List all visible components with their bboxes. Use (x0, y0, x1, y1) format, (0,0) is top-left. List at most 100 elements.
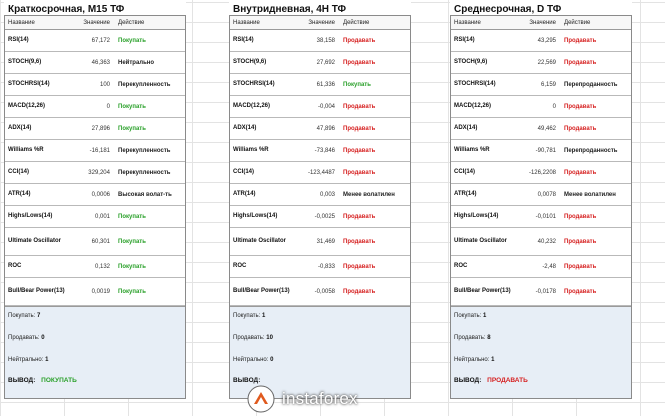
header-name: Название (454, 19, 481, 26)
indicator-name: ADX(14) (233, 125, 257, 131)
indicator-action: Продавать (564, 263, 597, 270)
summary-buy-label: Покупать: (8, 313, 36, 319)
indicator-value: -0,833 (317, 263, 335, 270)
table-header: Название Значение Действие (5, 16, 185, 30)
header-value: Значение (308, 19, 335, 26)
indicator-value: 47,896 (316, 125, 335, 132)
panel-title: Внутридневная, 4H ТФ (233, 4, 347, 15)
indicator-value: 38,158 (316, 37, 335, 44)
indicator-action: Продавать (564, 103, 597, 110)
table-header: Название Значение Действие (451, 16, 631, 30)
indicator-value: -0,0058 (314, 288, 335, 295)
indicator-name: STOCH(9,6) (454, 59, 488, 65)
summary-sell-count: 10 (266, 335, 273, 341)
indicator-value: -126,2208 (528, 169, 556, 176)
table-row: Ultimate Oscillator 60,301 Покупать (5, 228, 185, 256)
indicator-name: Ultimate Oscillator (454, 238, 508, 244)
indicator-value: -0,0101 (535, 213, 556, 220)
indicator-action: Продавать (343, 59, 376, 66)
summary-sell-label: Продавать: (454, 335, 486, 341)
indicator-name: STOCHRSI(14) (454, 81, 496, 87)
indicator-value: 31,469 (316, 238, 335, 245)
indicator-value: 40,232 (537, 238, 556, 245)
indicator-value: 0,0006 (91, 191, 110, 198)
summary-neutral-label: Нейтрально: (8, 357, 44, 363)
indicator-value: -0,0178 (535, 288, 556, 295)
indicator-value: 49,462 (537, 125, 556, 132)
indicator-table: Название Значение Действие RSI(14) 43,29… (450, 15, 632, 399)
table-header: Название Значение Действие (230, 16, 410, 30)
indicator-action: Продавать (564, 59, 597, 66)
table-row: Highs/Lows(14) 0,001 Покупать (5, 206, 185, 228)
summary-buy-count: 1 (483, 313, 487, 319)
indicator-action: Перекупленность (118, 169, 171, 176)
indicator-name: ATR(14) (454, 191, 477, 197)
table-row: Williams %R -16,181 Перекупленность (5, 140, 185, 162)
indicator-value: 0,001 (94, 213, 110, 220)
table-row: Highs/Lows(14) -0,0101 Продавать (451, 206, 631, 228)
summary-neutral-count: 1 (45, 357, 49, 363)
indicator-value: 0 (552, 103, 556, 110)
indicator-value: 27,692 (316, 59, 335, 66)
instaforex-logo-icon (246, 384, 276, 414)
table-row: STOCHRSI(14) 61,336 Покупать (230, 74, 410, 96)
table-row: ROC -0,833 Продавать (230, 256, 410, 278)
header-name: Название (233, 19, 260, 26)
indicator-action: Продавать (564, 213, 597, 220)
instaforex-watermark: instaforex (246, 382, 396, 416)
table-row: Bull/Bear Power(13) 0,0019 Покупать (5, 278, 185, 306)
indicator-value: -0,0025 (314, 213, 335, 220)
summary-buy: Покупать: 7 (8, 313, 40, 319)
indicator-name: ATR(14) (8, 191, 31, 197)
indicator-value: 0,132 (94, 263, 110, 270)
verdict-label: ВЫВОД: (8, 377, 36, 384)
table-row: STOCH(9,6) 46,363 Нейтрально (5, 52, 185, 74)
indicator-name: ROC (233, 263, 247, 269)
table-row: STOCH(9,6) 22,569 Продавать (451, 52, 631, 74)
header-name: Название (8, 19, 35, 26)
summary-neutral: Нейтрально: 1 (8, 357, 48, 363)
table-row: Highs/Lows(14) -0,0025 Продавать (230, 206, 410, 228)
indicator-action: Покупать (118, 37, 146, 44)
table-row: ATR(14) 0,003 Менее волатилен (230, 184, 410, 206)
indicator-name: RSI(14) (8, 37, 29, 43)
indicator-name: STOCH(9,6) (8, 59, 42, 65)
table-row: STOCH(9,6) 27,692 Продавать (230, 52, 410, 74)
indicator-action: Покупать (118, 103, 146, 110)
indicator-name: RSI(14) (233, 37, 254, 43)
panel-mid-term: Среднесрочная, D ТФ Название Значение Де… (450, 0, 632, 399)
table-row: ADX(14) 47,896 Продавать (230, 118, 410, 140)
indicator-name: MACD(12,26) (454, 103, 492, 109)
indicator-action: Продавать (343, 147, 376, 154)
indicator-name: Williams %R (8, 147, 44, 153)
indicator-name: RSI(14) (454, 37, 475, 43)
indicator-action: Покупать (343, 81, 371, 88)
indicator-value: -73,846 (314, 147, 335, 154)
indicator-action: Покупать (118, 263, 146, 270)
summary-buy-label: Покупать: (454, 313, 482, 319)
summary-sell-count: 0 (41, 335, 45, 341)
indicator-name: Highs/Lows(14) (8, 213, 53, 219)
panel-intraday: Внутридневная, 4H ТФ Название Значение Д… (229, 0, 411, 399)
indicator-name: CCI(14) (454, 169, 476, 175)
table-row: STOCHRSI(14) 6,159 Перепроданность (451, 74, 631, 96)
indicator-name: CCI(14) (233, 169, 255, 175)
indicator-action: Продавать (343, 103, 376, 110)
summary-buy: Покупать: 1 (233, 313, 265, 319)
summary-neutral-label: Нейтрально: (454, 357, 490, 363)
indicator-name: STOCHRSI(14) (8, 81, 50, 87)
indicator-name: Williams %R (233, 147, 269, 153)
table-row: CCI(14) -126,2208 Продавать (451, 162, 631, 184)
summary-neutral-count: 1 (491, 357, 495, 363)
summary-verdict: ВЫВОД: ПРОДАВАТЬ (454, 377, 528, 384)
table-row: Williams %R -73,846 Продавать (230, 140, 410, 162)
panel-short-term: Краткосрочная, M15 ТФ Название Значение … (4, 0, 186, 399)
table-row: STOCHRSI(14) 100 Перекупленность (5, 74, 185, 96)
summary-sell-label: Продавать: (8, 335, 40, 341)
indicator-value: -2,48 (542, 263, 556, 270)
summary-block: Покупать: 1 Продавать: 10 Нейтрально: 0 … (230, 306, 410, 398)
indicator-value: 27,896 (91, 125, 110, 132)
summary-sell: Продавать: 8 (454, 335, 491, 341)
indicator-name: MACD(12,26) (8, 103, 46, 109)
summary-sell-count: 8 (487, 335, 491, 341)
